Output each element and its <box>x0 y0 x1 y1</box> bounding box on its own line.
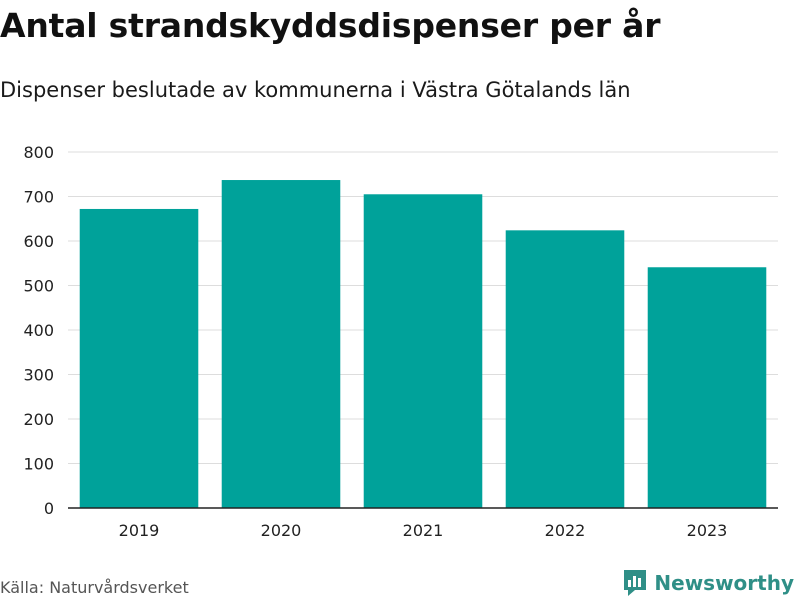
y-tick-label: 100 <box>23 455 54 474</box>
y-tick-label: 800 <box>23 143 54 162</box>
brand-name: Newsworthy <box>654 571 794 595</box>
x-tick-label: 2022 <box>545 521 586 540</box>
y-tick-label: 300 <box>23 366 54 385</box>
y-tick-label: 0 <box>44 499 54 518</box>
y-tick-label: 500 <box>23 277 54 296</box>
bar-2020 <box>221 180 341 508</box>
x-tick-label: 2019 <box>119 521 160 540</box>
chart-subtitle: Dispenser beslutade av kommunerna i Väst… <box>0 78 631 102</box>
chart-title: Antal strandskyddsdispenser per år <box>0 6 661 45</box>
bar-2019 <box>79 208 199 508</box>
x-tick-label: 2020 <box>261 521 302 540</box>
bar-2022 <box>505 230 625 508</box>
brand-logo: Newsworthy <box>622 568 794 598</box>
bar-2023 <box>647 267 767 508</box>
bar-chart-logo-icon <box>624 570 647 596</box>
x-tick-label: 2021 <box>403 521 444 540</box>
x-tick-label: 2023 <box>687 521 728 540</box>
y-tick-label: 200 <box>23 410 54 429</box>
bar-2021 <box>363 194 483 508</box>
source-note: Källa: Naturvårdsverket <box>0 578 189 597</box>
y-tick-label: 600 <box>23 232 54 251</box>
y-tick-label: 700 <box>23 188 54 207</box>
y-tick-label: 400 <box>23 321 54 340</box>
